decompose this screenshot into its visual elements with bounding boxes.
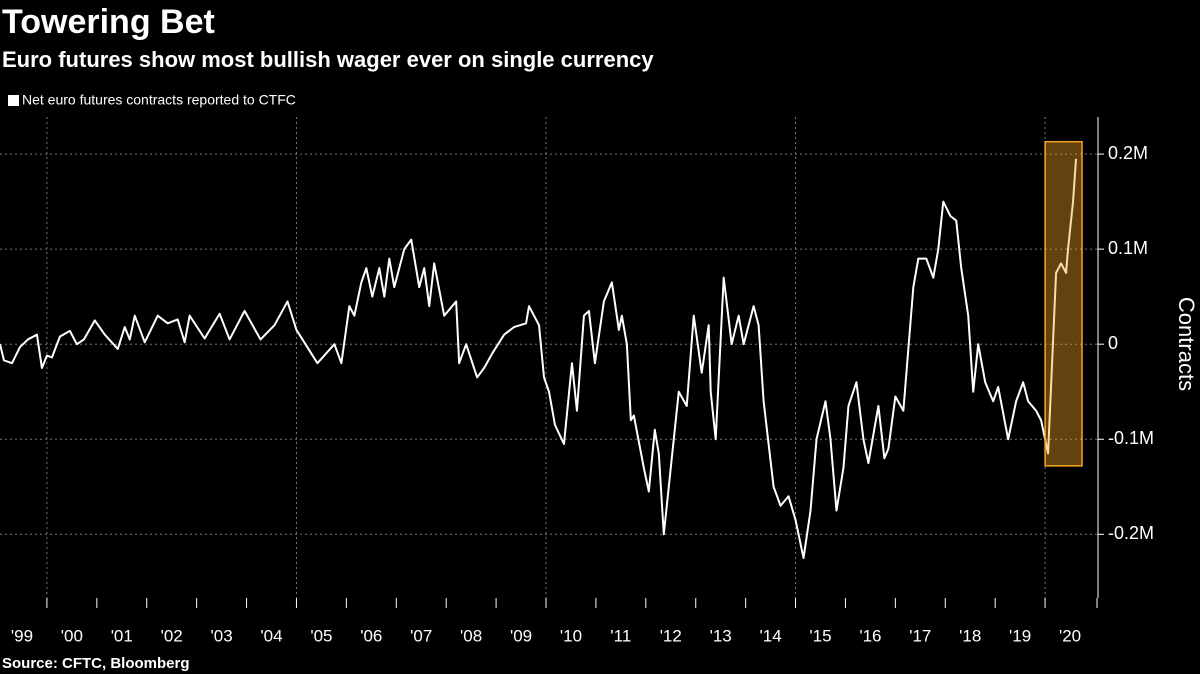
x-tick-label: '09 <box>510 626 532 645</box>
x-tick-label: '10 <box>560 626 582 645</box>
x-tick-label: '00 <box>61 626 83 645</box>
x-tick-label: '01 <box>111 626 133 645</box>
x-tick-label: '11 <box>610 626 631 645</box>
x-tick-label: '99 <box>11 626 33 645</box>
legend-swatch <box>8 95 19 106</box>
source: Source: CFTC, Bloomberg <box>2 655 190 672</box>
x-tick-label: '13 <box>710 626 732 645</box>
x-tick-label: '08 <box>460 626 482 645</box>
y-tick-label: -0.1M <box>1108 428 1154 448</box>
y-tick-label: 0.2M <box>1108 143 1148 163</box>
x-tick-label: '14 <box>760 626 782 645</box>
x-tick-label: '15 <box>809 626 831 645</box>
y-axis-label: Contracts <box>1174 297 1199 391</box>
x-tick-label: '05 <box>310 626 332 645</box>
x-tick-label: '12 <box>660 626 682 645</box>
x-tick-label: '20 <box>1059 626 1081 645</box>
x-tick-label: '16 <box>859 626 881 645</box>
chart-title: Towering Bet <box>2 3 215 41</box>
x-tick-label: '06 <box>360 626 382 645</box>
x-tick-label: '18 <box>959 626 981 645</box>
legend-label: Net euro futures contracts reported to C… <box>22 92 296 108</box>
x-tick-label: '03 <box>211 626 233 645</box>
x-tick-label: '19 <box>1009 626 1031 645</box>
highlight-box <box>1044 140 1083 467</box>
x-tick-label: '02 <box>161 626 183 645</box>
x-tick-label: '07 <box>410 626 432 645</box>
y-tick-label: 0.1M <box>1108 238 1148 258</box>
data-line <box>0 158 1078 560</box>
y-tick-label: 0 <box>1108 333 1118 353</box>
y-tick-label: -0.2M <box>1108 523 1154 543</box>
x-tick-label: '04 <box>260 626 282 645</box>
chart-subtitle: Euro futures show most bullish wager eve… <box>2 47 654 72</box>
x-tick-label: '17 <box>909 626 931 645</box>
